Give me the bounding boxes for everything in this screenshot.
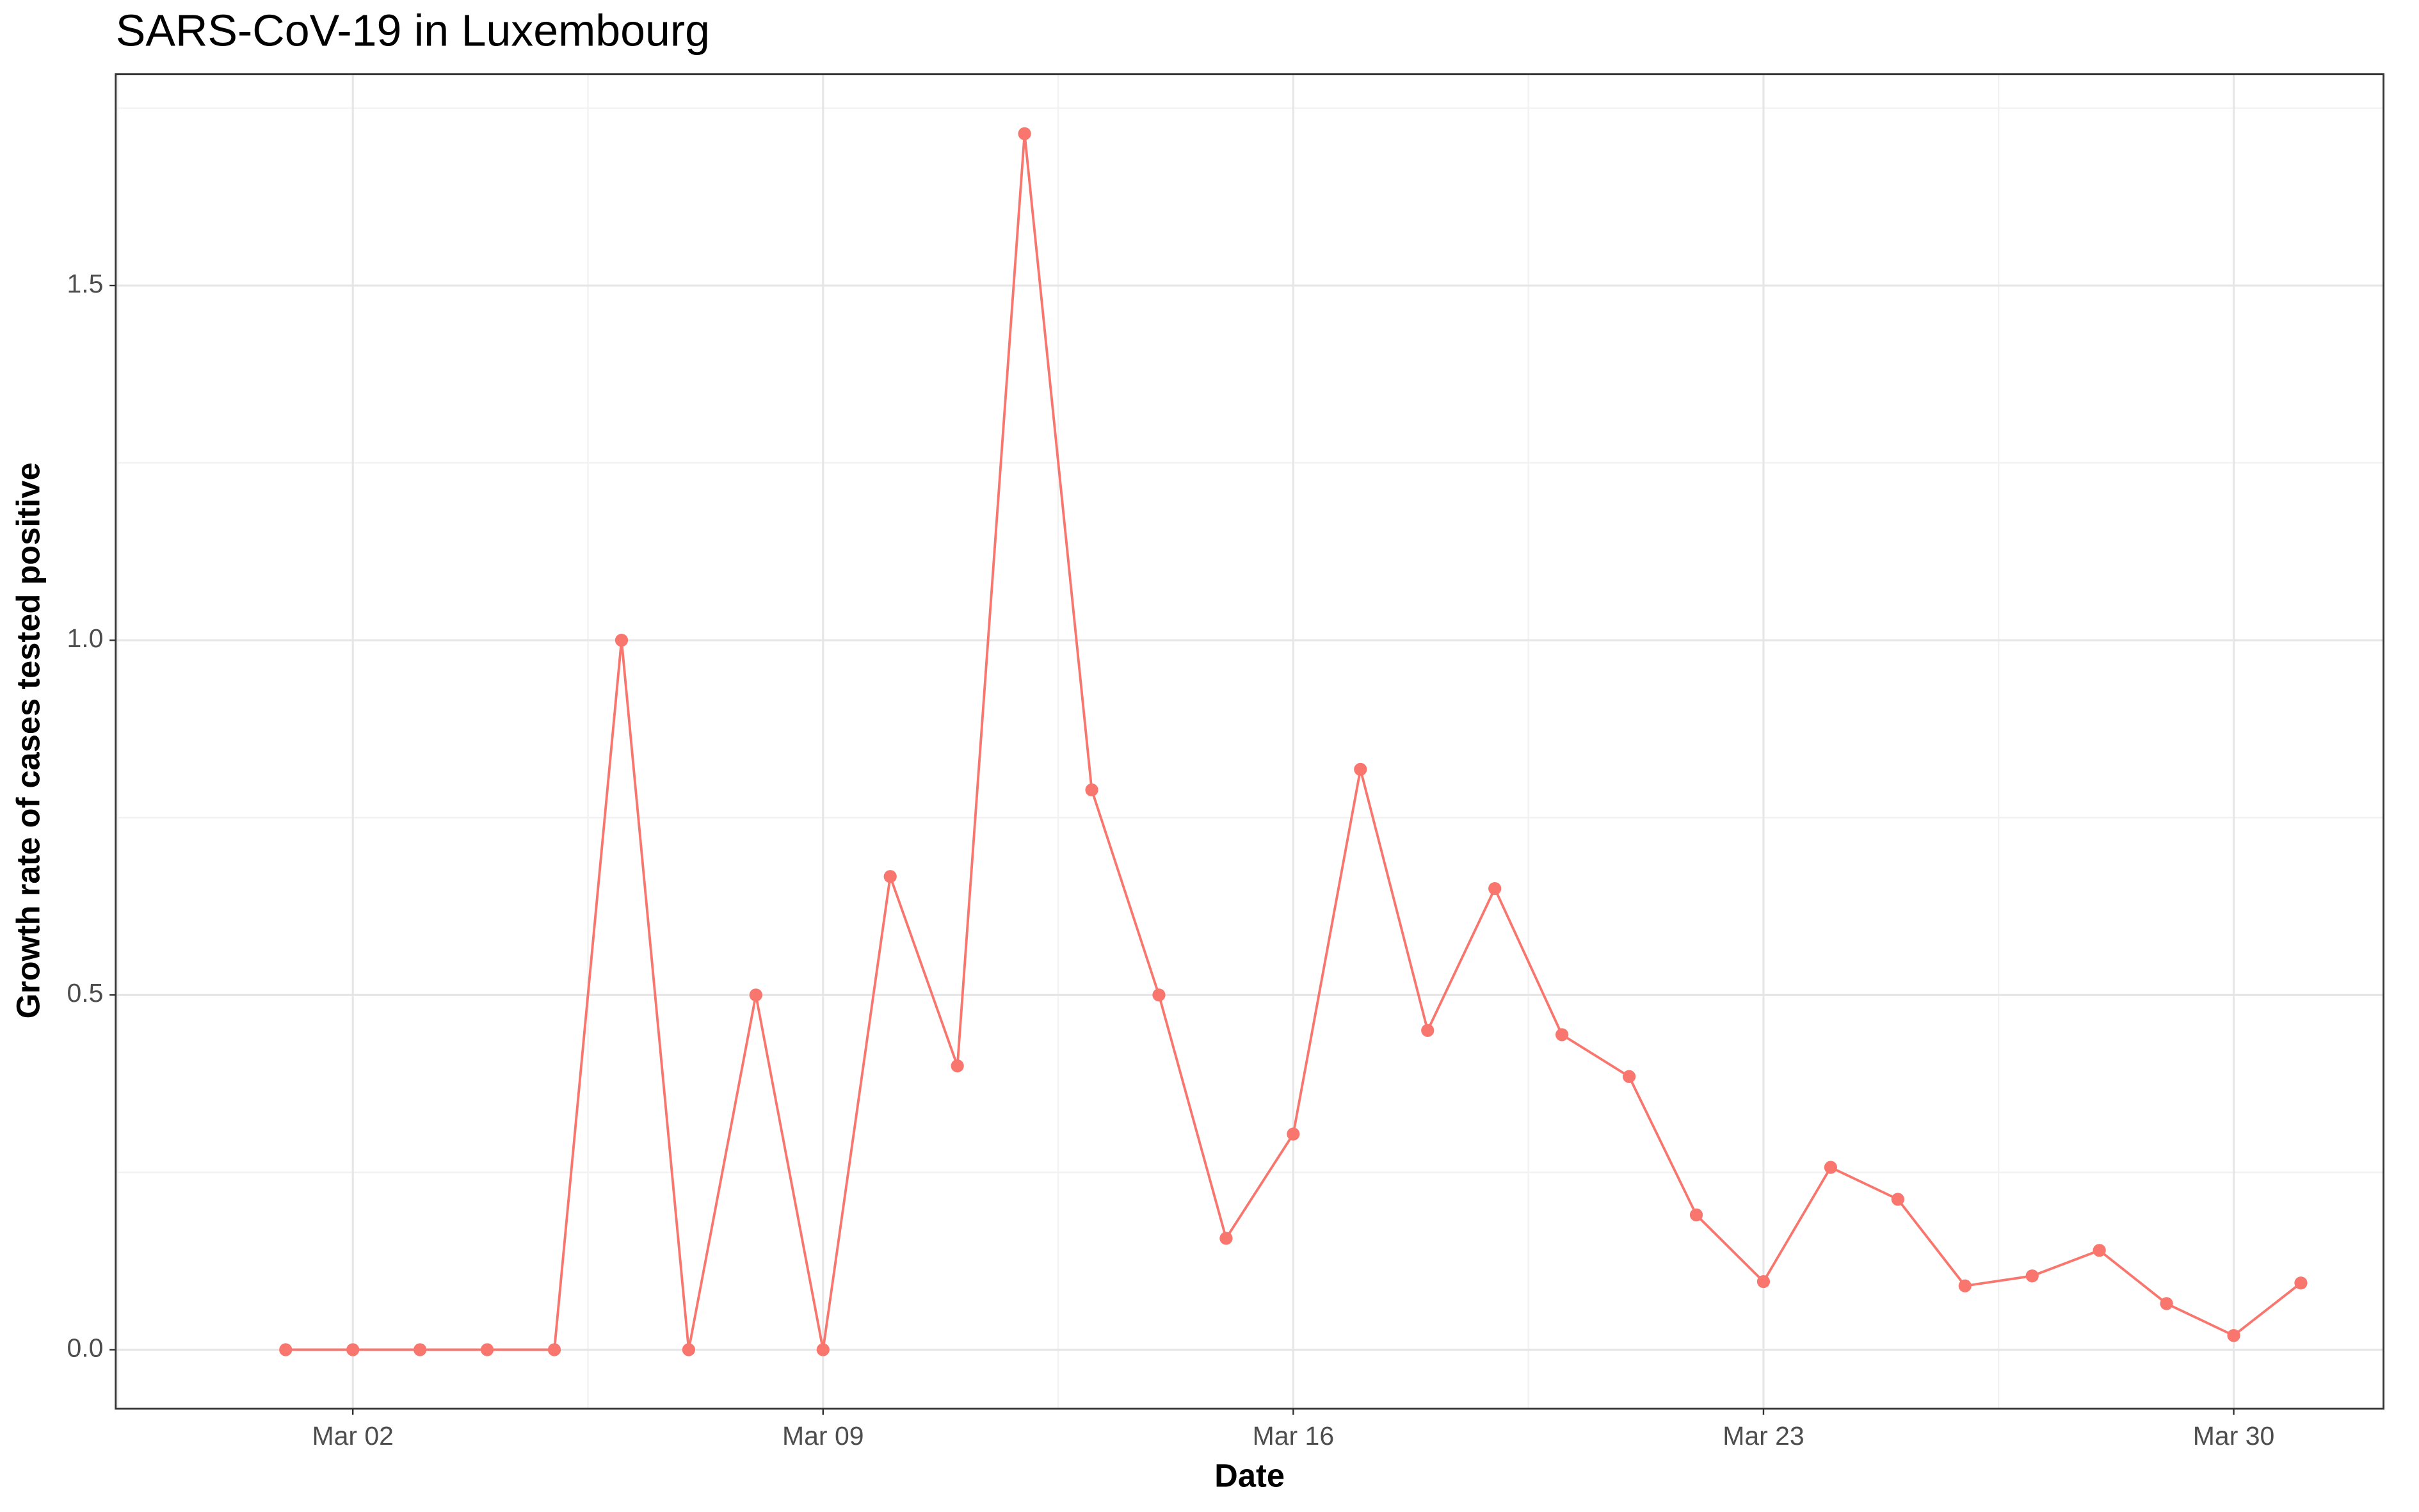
data-point	[816, 1343, 830, 1356]
data-point	[2093, 1244, 2106, 1257]
data-point	[1287, 1127, 1300, 1141]
data-point	[547, 1343, 561, 1356]
data-point	[1085, 783, 1098, 797]
x-tick-label: Mar 16	[1253, 1421, 1335, 1451]
data-point	[1421, 1024, 1435, 1037]
y-axis-label: Growth rate of cases tested positive	[10, 462, 47, 1018]
data-point	[2227, 1329, 2240, 1342]
x-tick-label: Mar 30	[2193, 1421, 2275, 1451]
data-point	[1488, 881, 1502, 896]
y-tick-label: 0.5	[67, 978, 104, 1008]
data-point	[1824, 1161, 1838, 1174]
x-tick-label: Mar 09	[782, 1421, 864, 1451]
data-point	[1958, 1279, 1972, 1292]
chart-title: SARS-CoV-19 in Luxembourg	[116, 6, 710, 56]
data-point	[480, 1343, 494, 1356]
x-tick-label: Mar 23	[1723, 1421, 1804, 1451]
x-axis-label: Date	[1214, 1457, 1285, 1493]
data-point	[1622, 1070, 1636, 1083]
data-point	[682, 1343, 696, 1356]
data-point	[2294, 1276, 2308, 1290]
data-point	[615, 634, 629, 647]
x-tick-label: Mar 02	[312, 1421, 394, 1451]
data-point	[951, 1059, 964, 1073]
data-point	[1689, 1208, 1703, 1222]
data-point	[749, 988, 762, 1002]
data-point	[1756, 1275, 1771, 1289]
y-tick-label: 1.0	[67, 623, 104, 653]
data-point	[1152, 988, 1166, 1002]
data-point	[1354, 762, 1367, 776]
data-point	[279, 1343, 293, 1356]
panel-border	[115, 73, 2385, 1410]
data-point	[883, 870, 897, 883]
data-point	[346, 1343, 360, 1356]
data-point	[1219, 1232, 1233, 1245]
data-point	[2025, 1269, 2039, 1283]
data-point	[1018, 127, 1031, 140]
y-tick-label: 0.0	[67, 1333, 104, 1362]
y-tick-label: 1.5	[67, 269, 104, 298]
data-point	[1555, 1028, 1569, 1042]
data-point	[414, 1343, 427, 1356]
data-point	[2160, 1297, 2173, 1310]
data-point	[1891, 1193, 1904, 1206]
